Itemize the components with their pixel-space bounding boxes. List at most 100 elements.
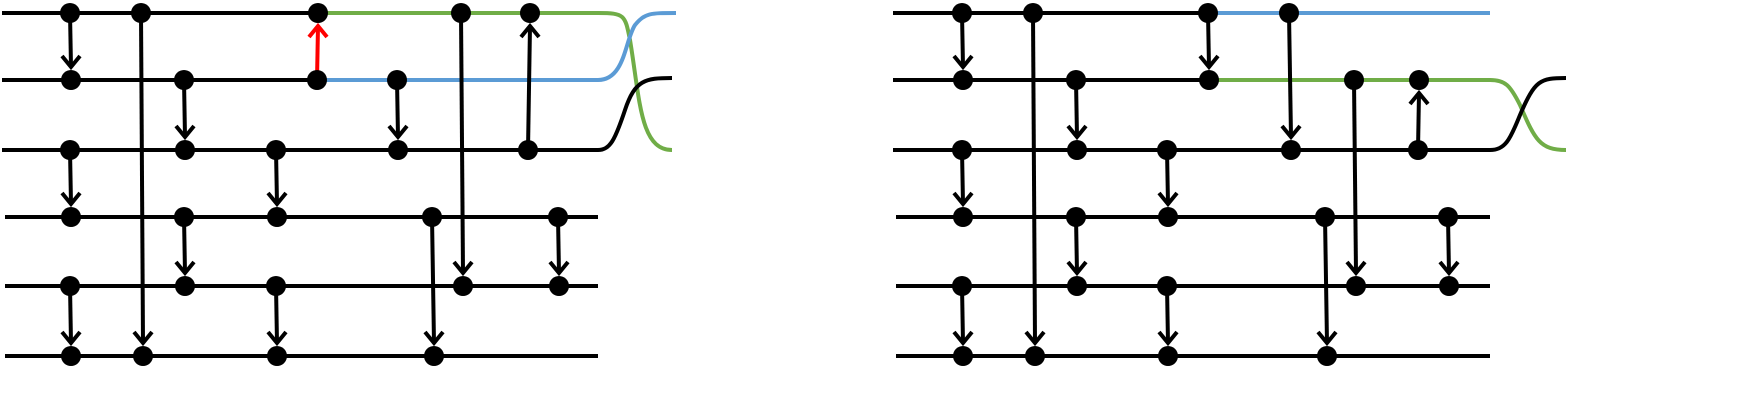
comparator-source-node (1408, 140, 1428, 160)
comparator-source-node (952, 276, 972, 296)
comparator-source-node (518, 140, 538, 160)
comparator-source-node (1066, 207, 1086, 227)
comparator-line (139, 12, 145, 344)
comparator-source-node (60, 276, 80, 296)
comparator-target-node (388, 140, 408, 160)
comparator-source-node (1023, 3, 1043, 23)
comparator-line (459, 12, 465, 274)
comparator-source-node (952, 3, 972, 23)
comparator-arrowhead (548, 260, 570, 277)
comparator-arrowhead (266, 330, 288, 347)
comparator-target-node (175, 276, 195, 296)
comparator-source-node (1157, 276, 1177, 296)
comparator-target-node (1158, 207, 1178, 227)
comparator-line (1352, 79, 1358, 274)
comparator-arrowhead (952, 330, 974, 347)
comparator-target-node (61, 346, 81, 366)
comparator-arrowhead (1157, 330, 1179, 347)
comparator-target-node (520, 3, 540, 23)
comparator-target-node (424, 346, 444, 366)
comparator-source-node (1438, 207, 1458, 227)
comparator-target-node (1158, 346, 1178, 366)
comparator-target-node (61, 207, 81, 227)
comparator-target-node (1439, 276, 1459, 296)
comparator-arrowhead (1280, 124, 1302, 141)
comparator-arrowhead (1066, 260, 1088, 277)
comparator-target-node (453, 276, 473, 296)
wire-2-black (893, 76, 1567, 152)
comparator-source-node (548, 207, 568, 227)
comparator-arrowhead (132, 330, 154, 347)
comparator-source-node (174, 70, 194, 90)
comparator-arrowhead (1316, 330, 1338, 347)
comparator-arrowhead (952, 191, 974, 208)
comparator-source-node (174, 207, 194, 227)
comparator-arrowhead (952, 54, 974, 71)
comparator-target-node (1281, 140, 1301, 160)
comparator-target-node (1199, 70, 1219, 90)
comparator-arrowhead (174, 124, 196, 141)
wire-1-blue (317, 11, 677, 82)
comparator-target-node (267, 346, 287, 366)
wire-1-green (1208, 78, 1567, 152)
comparator-source-node (1198, 3, 1218, 23)
wire-2-black (2, 76, 673, 152)
comparator-arrowhead (60, 330, 82, 347)
comparator-source-node (1279, 3, 1299, 23)
left-network-panel (2, 3, 677, 366)
comparator-line (1323, 216, 1329, 344)
comparator-target-node (308, 3, 328, 23)
comparator-source-node (1315, 207, 1335, 227)
comparator-source-node (266, 276, 286, 296)
comparator-target-node (1317, 346, 1337, 366)
comparator-target-node (1346, 276, 1366, 296)
comparator-target-node (1025, 346, 1045, 366)
comparator-arrowhead (519, 22, 541, 39)
comparator-arrowhead (1345, 260, 1367, 277)
comparator-source-node (1344, 70, 1364, 90)
comparator-arrowhead (1408, 89, 1430, 106)
wire-0-green (317, 11, 673, 152)
comparator-line (1287, 12, 1293, 138)
comparator-target-node (1067, 276, 1087, 296)
comparator-arrowhead (60, 191, 82, 208)
comparator-arrowhead (1198, 54, 1220, 71)
comparator-arrowhead (387, 124, 409, 141)
comparator-target-node (953, 346, 973, 366)
comparator-target-node (267, 207, 287, 227)
comparator-source-node (266, 140, 286, 160)
comparator-arrowhead (174, 260, 196, 277)
comparator-target-node (61, 70, 81, 90)
comparator-target-node (549, 276, 569, 296)
comparator-arrowhead (266, 191, 288, 208)
comparator-arrowhead (307, 22, 329, 39)
comparator-arrowhead (1157, 191, 1179, 208)
comparator-source-node (1066, 70, 1086, 90)
comparator-source-node (60, 3, 80, 23)
comparator-source-node (952, 140, 972, 160)
comparator-arrowhead (1024, 330, 1046, 347)
comparator-source-node (451, 3, 471, 23)
right-network-panel (893, 3, 1567, 366)
comparator-arrowhead (423, 330, 445, 347)
comparator-target-node (133, 346, 153, 366)
comparator-source-node (131, 3, 151, 23)
comparator-source-node (307, 70, 327, 90)
comparator-source-node (60, 140, 80, 160)
comparator-line (1031, 12, 1037, 344)
comparator-arrowhead (1438, 260, 1460, 277)
comparator-target-node (953, 207, 973, 227)
comparator-line (526, 25, 532, 151)
comparator-source-node (422, 207, 442, 227)
comparator-arrowhead (452, 260, 474, 277)
comparator-target-node (1409, 70, 1429, 90)
comparator-arrowhead (60, 54, 82, 71)
comparator-target-node (953, 70, 973, 90)
comparator-target-node (1067, 140, 1087, 160)
comparator-source-node (1157, 140, 1177, 160)
comparator-source-node (387, 70, 407, 90)
comparator-arrowhead (1066, 124, 1088, 141)
comparator-line (430, 216, 436, 344)
comparator-target-node (175, 140, 195, 160)
